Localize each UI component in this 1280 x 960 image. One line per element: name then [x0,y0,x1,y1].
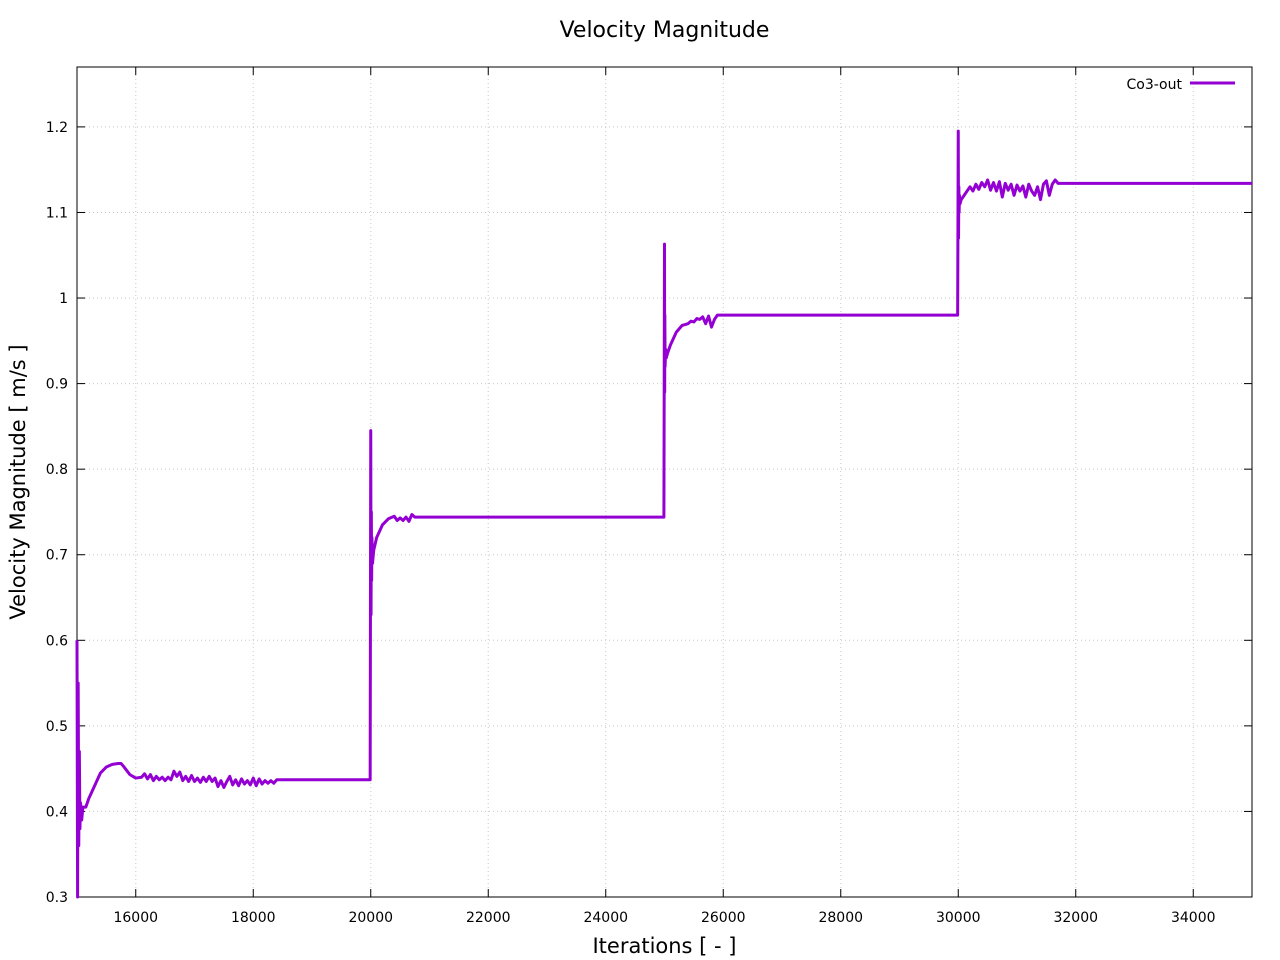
y-tick-label: 1.1 [46,205,68,221]
x-tick-label: 34000 [1171,910,1216,926]
x-tick-label: 22000 [466,910,511,926]
y-tick-label: 0.4 [46,804,68,820]
x-axis-label: Iterations [ - ] [592,934,736,958]
y-tick-label: 0.8 [46,462,68,478]
y-tick-label: 1.2 [46,120,68,136]
y-tick-label: 0.6 [46,633,68,649]
series-line-0 [75,129,1252,899]
x-tick-label: 20000 [348,910,393,926]
x-tick-label: 24000 [583,910,628,926]
x-tick-label: 16000 [113,910,158,926]
x-tick-label: 26000 [701,910,746,926]
legend-label: Co3-out [1127,77,1183,93]
legend: Co3-out [1127,77,1235,93]
chart-title: Velocity Magnitude [560,18,770,43]
axis-ticks: 16000 18000 20000 22000 24000 26000 28000 30000… [46,67,1252,926]
y-tick-label: 0.7 [46,548,68,564]
series-layer [75,129,1252,899]
x-tick-label: 30000 [936,910,981,926]
y-tick-label: 1 [59,291,68,307]
x-tick-label: 28000 [818,910,863,926]
x-tick-label: 18000 [231,910,276,926]
y-tick-label: 0.9 [46,377,68,393]
y-axis-label: Velocity Magnitude [ m/s ] [6,344,30,619]
y-tick-label: 0.3 [46,890,68,906]
plot-area-border [76,66,1253,898]
x-tick-label: 32000 [1053,910,1098,926]
y-tick-label: 0.5 [46,719,68,735]
